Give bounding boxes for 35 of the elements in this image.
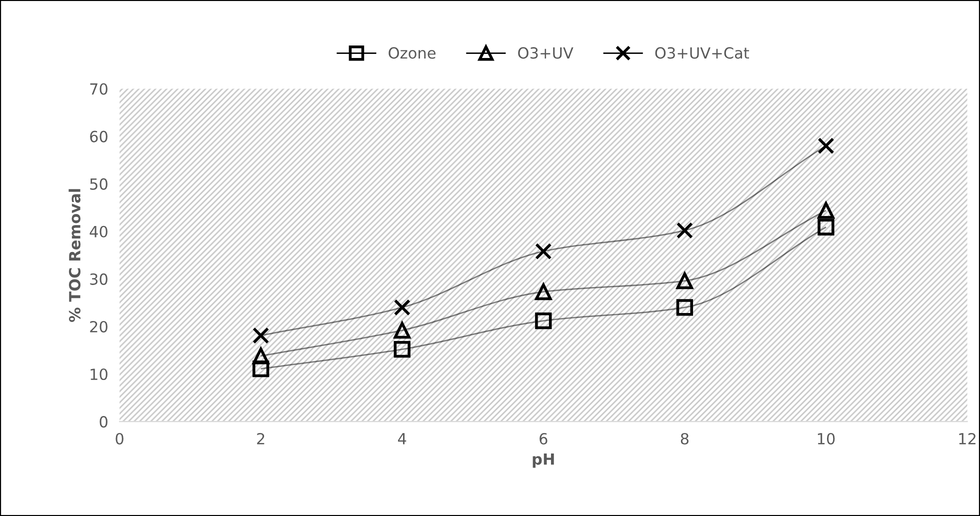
x-tick-label: 10 (818, 432, 835, 445)
x-tick-label: 8 (680, 432, 689, 445)
point (535, 283, 552, 300)
y-axis-title: % TOC Removal (68, 189, 80, 322)
x-tick-label: 6 (540, 432, 548, 445)
point (676, 222, 694, 239)
x-axis-title: pH (532, 453, 554, 468)
y-tick-label: 0 (100, 416, 108, 428)
point (535, 243, 552, 260)
legend-label: Ozone (388, 47, 436, 59)
point (818, 218, 834, 236)
point (394, 322, 410, 339)
y-tick-label: 70 (90, 83, 108, 95)
point (252, 360, 270, 378)
point (535, 312, 552, 330)
y-tick-label: 10 (90, 368, 108, 380)
y-tick-label: 40 (90, 226, 108, 238)
point (394, 299, 410, 316)
point (676, 272, 694, 290)
y-tick-label: 60 (90, 130, 108, 142)
y-tick-label: 20 (90, 320, 108, 332)
point (252, 348, 270, 364)
point (252, 327, 270, 344)
point (676, 299, 694, 316)
legend-label: O3+UV+Cat (655, 47, 750, 59)
y-tick-label: 50 (90, 178, 108, 190)
x-tick-label: 12 (959, 432, 976, 444)
y-tick-label: 30 (90, 273, 108, 285)
point (394, 340, 410, 358)
x-tick-label: 4 (398, 433, 406, 444)
legend-label: O3+UV (518, 47, 574, 59)
point (818, 202, 834, 219)
x-tick-label: 0 (116, 432, 124, 445)
x-tick-label: 2 (257, 432, 264, 444)
point (818, 137, 834, 154)
